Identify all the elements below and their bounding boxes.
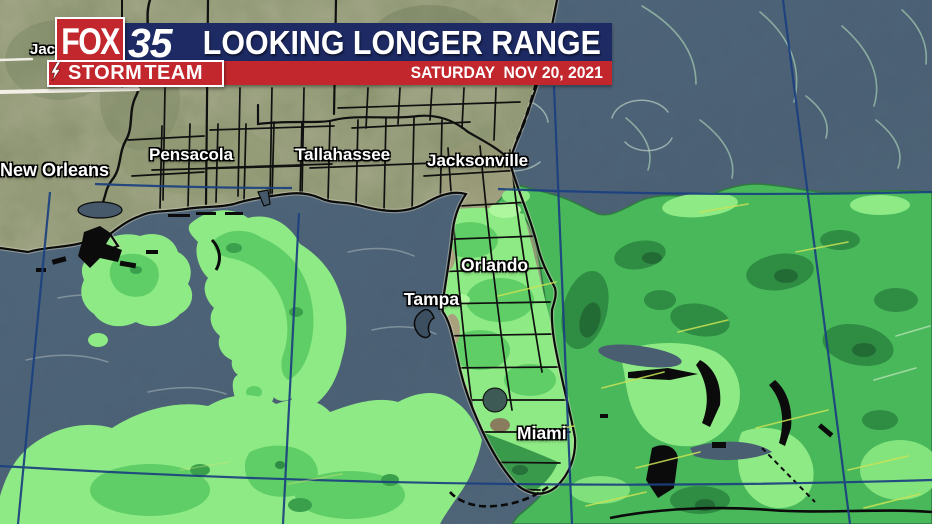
yellow-wind-streaks [179,203,931,509]
highway-lines [0,57,140,94]
fox-logo: FOX [55,17,125,67]
city-label-new-orleans: New Orleans [0,160,110,180]
florida-keys [449,485,549,508]
storm-team-word1: STORM [67,62,143,84]
city-label-miami: Miami [517,423,567,443]
atlantic-streamlines [625,5,928,179]
channel-number: 35 [128,20,173,66]
banner-bar: 35 LOOKING LONGER RANGE [118,20,612,66]
banner-title: LOOKING LONGER RANGE [202,23,601,61]
city-label-tampa: Tampa [404,289,460,309]
borders-layer [98,0,571,491]
city-label-tallahassee: Tallahassee [295,145,391,164]
banner-date: SATURDAY NOV 20, 2021 [410,63,603,82]
banner-date-bar: SATURDAY NOV 20, 2021 [224,61,612,85]
city-label-jackson: Jac [30,41,56,58]
storm-team-word2: TEAM [144,62,204,84]
coastal-details [36,69,549,508]
city-label-jacksonville: Jacksonville [427,151,529,170]
lightning-bolt-icon [50,62,61,81]
fox-logo-text: FOX [61,21,120,62]
city-label-orlando: Orlando [461,255,529,275]
city-label-pensacola: Pensacola [149,145,234,164]
coastline [0,0,578,496]
storm-team-badge: STORM TEAM [47,60,224,87]
